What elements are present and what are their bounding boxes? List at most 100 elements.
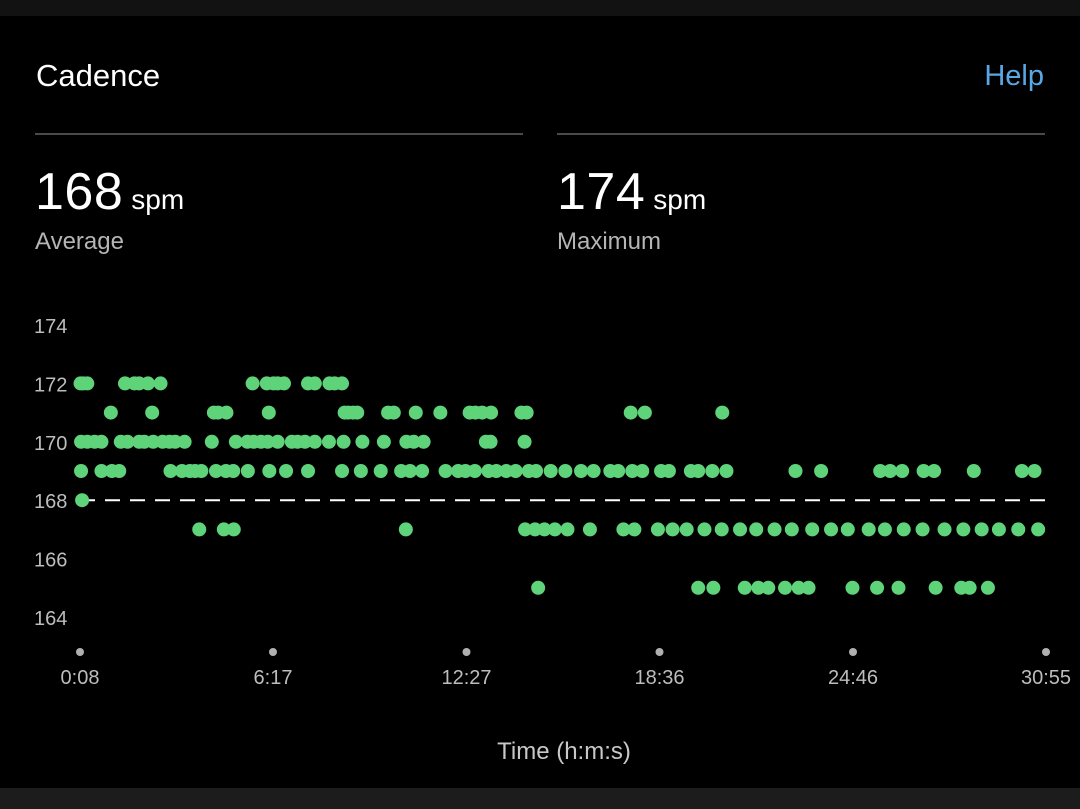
data-point xyxy=(276,376,291,391)
data-point xyxy=(226,464,241,478)
data-point xyxy=(691,464,706,478)
data-point xyxy=(297,434,312,449)
data-point xyxy=(94,464,109,478)
help-link[interactable]: Help xyxy=(984,60,1044,92)
data-point xyxy=(192,522,207,537)
data-point xyxy=(335,376,350,391)
data-point xyxy=(321,434,336,449)
data-point xyxy=(814,464,829,478)
data-point xyxy=(145,405,160,420)
data-point xyxy=(279,464,294,478)
data-point xyxy=(665,522,680,537)
x-tick-label: 0:08 xyxy=(61,667,100,689)
data-point xyxy=(406,434,421,449)
data-point xyxy=(1011,522,1026,537)
data-point xyxy=(408,405,423,420)
data-point xyxy=(336,434,351,449)
data-point xyxy=(517,434,532,449)
x-tick-label: 24:46 xyxy=(828,667,878,689)
data-point xyxy=(74,464,89,478)
card-title: Cadence xyxy=(36,58,161,93)
data-point xyxy=(956,522,971,537)
data-point xyxy=(767,522,782,537)
maximum-value: 174 xyxy=(557,163,646,221)
data-point xyxy=(761,580,776,595)
data-point xyxy=(120,434,135,449)
data-point xyxy=(870,580,885,595)
y-tick-label: 174 xyxy=(34,316,67,338)
data-point xyxy=(861,522,876,537)
data-point xyxy=(103,405,118,420)
y-tick-label: 172 xyxy=(34,374,67,396)
x-tick-label: 12:27 xyxy=(441,667,491,689)
data-point xyxy=(896,522,911,537)
data-point xyxy=(623,405,638,420)
data-point xyxy=(373,464,388,478)
data-point xyxy=(386,405,401,420)
data-point xyxy=(518,522,533,537)
data-point xyxy=(353,464,368,478)
data-point xyxy=(840,522,855,537)
data-point xyxy=(270,434,285,449)
data-point xyxy=(749,522,764,537)
x-tick-label: 30:55 xyxy=(1021,667,1071,689)
data-point xyxy=(228,434,243,449)
data-point xyxy=(335,464,350,478)
data-point xyxy=(980,580,995,595)
data-point xyxy=(547,522,562,537)
data-point xyxy=(805,522,820,537)
data-point xyxy=(883,464,898,478)
data-point xyxy=(788,464,803,478)
data-point xyxy=(558,464,573,478)
data-point xyxy=(706,580,721,595)
x-tick-dot xyxy=(1042,648,1050,656)
data-point xyxy=(301,464,316,478)
data-point xyxy=(94,434,109,449)
maximum-divider xyxy=(557,133,1045,135)
data-point xyxy=(403,464,418,478)
data-point xyxy=(937,522,952,537)
data-point xyxy=(991,522,1006,537)
maximum-unit: spm xyxy=(653,184,707,215)
data-point xyxy=(737,580,752,595)
average-label: Average xyxy=(35,228,124,255)
maximum-stat: 174 spm xyxy=(557,162,706,222)
data-point xyxy=(966,464,981,478)
data-point xyxy=(350,405,365,420)
data-point xyxy=(204,434,219,449)
average-unit: spm xyxy=(131,184,185,215)
data-point xyxy=(226,522,241,537)
data-point xyxy=(416,434,431,449)
data-point xyxy=(927,464,942,478)
data-point xyxy=(691,580,706,595)
data-point xyxy=(719,464,734,478)
x-tick-dot xyxy=(268,648,277,656)
average-stat: 168 spm xyxy=(35,162,184,222)
data-point xyxy=(208,464,223,478)
data-point xyxy=(531,580,546,595)
data-point xyxy=(560,522,575,537)
data-point xyxy=(574,464,589,478)
data-point xyxy=(153,376,168,391)
data-point xyxy=(398,522,413,537)
data-point xyxy=(974,522,989,537)
x-tick-label: 6:17 xyxy=(254,667,293,689)
data-point xyxy=(163,464,178,478)
data-point xyxy=(616,522,631,537)
data-point xyxy=(697,522,712,537)
data-point xyxy=(661,464,676,478)
average-value: 168 xyxy=(35,163,124,221)
data-point xyxy=(483,434,498,449)
data-point xyxy=(625,464,640,478)
data-point xyxy=(582,522,597,537)
maximum-label: Maximum xyxy=(557,228,662,255)
data-point xyxy=(112,464,127,478)
data-point xyxy=(519,405,534,420)
data-point xyxy=(915,522,930,537)
data-point xyxy=(261,405,276,420)
average-divider xyxy=(35,133,523,135)
data-point xyxy=(751,580,766,595)
data-point xyxy=(355,434,370,449)
data-point xyxy=(962,580,977,595)
data-point xyxy=(245,376,260,391)
